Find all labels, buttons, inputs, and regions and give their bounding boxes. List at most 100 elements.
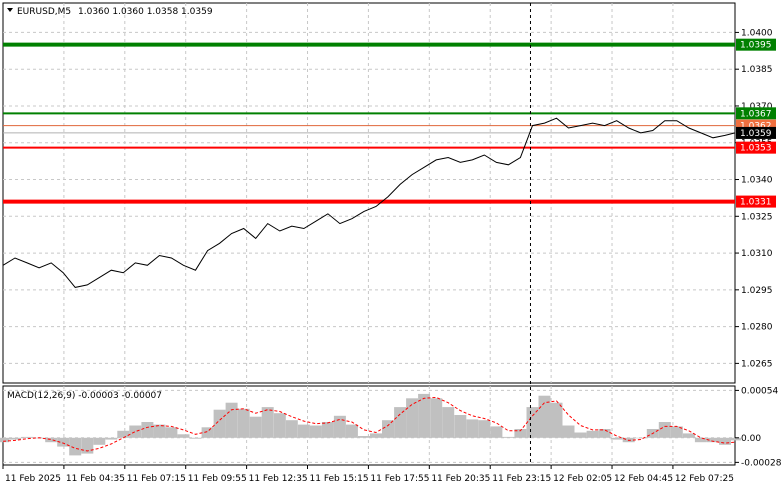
badge-label: 1.0395: [740, 41, 772, 51]
symbol-label[interactable]: EURUSD,M5: [17, 7, 71, 17]
macd-bar: [45, 437, 58, 443]
macd-bar: [526, 407, 539, 438]
price-line: [2, 117, 736, 288]
badge-label: 1.0331: [740, 198, 772, 208]
x-tick-label: 11 Feb 20:35: [431, 474, 490, 484]
badge-bg: [736, 38, 776, 51]
macd-bar: [574, 432, 587, 438]
y-tick-label: 1.0370: [741, 102, 773, 112]
badge-label: 1.0362: [740, 122, 772, 132]
macd-bar: [682, 433, 695, 438]
macd-bar: [177, 434, 190, 438]
macd-bar: [273, 413, 286, 438]
macd-bar: [201, 427, 214, 438]
ohlc-values: 1.0360 1.0360 1.0358 1.0359: [78, 7, 213, 17]
macd-bar: [514, 429, 527, 438]
macd-bar: [189, 437, 202, 439]
x-tick-label: 11 Feb 23:15: [492, 474, 551, 484]
x-tick-label: 12 Feb 07:25: [675, 474, 734, 484]
macd-bar: [454, 415, 467, 438]
badge-bg: [736, 195, 776, 208]
macd-y-tick-label: -0.00028: [741, 458, 781, 468]
macd-bar: [430, 398, 443, 438]
macd-y-tick-label: 0.00054: [741, 386, 778, 396]
macd-bar: [321, 422, 334, 438]
badge-bg: [736, 107, 776, 120]
macd-bar: [93, 437, 106, 445]
x-tick-label: 11 Feb 17:55: [370, 474, 429, 484]
macd-bar: [670, 426, 683, 438]
badge-bg: [736, 141, 776, 154]
price-grid: [3, 3, 735, 383]
macd-bar: [213, 409, 226, 438]
macd-bar: [285, 420, 298, 438]
x-tick-label: 11 Feb 15:15: [310, 474, 369, 484]
macd-bar: [345, 424, 358, 438]
macd-bar: [0, 437, 9, 443]
badge-label: 1.0367: [740, 109, 772, 119]
macd-axis: 0.00054 0.00 -0.00028: [735, 386, 781, 468]
signal-line: [2, 396, 736, 452]
macd-y-tick-label: 0.00: [741, 434, 761, 444]
macd-bar: [442, 407, 455, 438]
macd-bar: [418, 393, 431, 438]
macd-bar: [634, 437, 647, 439]
macd-bar: [610, 437, 623, 440]
price-badge: 1.0353: [736, 141, 776, 154]
macd-bar: [598, 429, 611, 438]
price-badge: 1.0395: [736, 38, 776, 51]
chevron-down-icon[interactable]: [7, 8, 13, 12]
x-tick-label: 12 Feb 04:45: [614, 474, 673, 484]
macd-bar: [237, 408, 250, 438]
macd-label: MACD(12,26,9) -0.00003 -0.00007: [7, 391, 162, 401]
macd-bar: [719, 437, 731, 445]
y-tick-label: 1.0385: [741, 65, 773, 75]
price-badge: 1.0359: [736, 126, 776, 139]
price-series: [2, 117, 736, 288]
macd-bar: [153, 424, 166, 438]
macd-bar: [478, 420, 491, 438]
macd-bar: [297, 424, 310, 438]
time-axis[interactable]: 11 Feb 2025 11 Feb 04:35 11 Feb 07:15 11 Fe…: [2, 465, 734, 484]
badge-bg: [736, 126, 776, 139]
macd-bar: [165, 427, 178, 438]
macd-bar: [333, 415, 346, 438]
macd-bar: [129, 425, 142, 438]
macd-bar: [249, 416, 262, 438]
macd-bar: [394, 407, 407, 438]
price-badge: 1.0331: [736, 195, 776, 208]
macd-bar: [105, 437, 118, 440]
macd-bar: [9, 437, 21, 440]
macd-bar: [225, 402, 238, 438]
x-tick-label: 11 Feb 07:15: [127, 474, 186, 484]
macd-bar: [358, 436, 370, 438]
macd-bar: [370, 433, 382, 438]
macd-series: [0, 393, 741, 456]
macd-bar: [117, 430, 130, 438]
macd-bar: [466, 419, 479, 438]
macd-bar: [141, 422, 154, 438]
macd-bar: [261, 407, 274, 438]
macd-bar: [729, 437, 741, 441]
price-badge: 1.0367: [736, 107, 776, 120]
badge-label: 1.0353: [740, 144, 772, 154]
x-tick-label: 11 Feb 04:35: [66, 474, 125, 484]
macd-bar: [694, 437, 707, 443]
macd-bar: [406, 398, 419, 438]
x-tick-label: 11 Feb 2025: [5, 474, 61, 484]
y-tick-label: 1.0295: [741, 286, 773, 296]
y-tick-label: 1.0280: [741, 323, 773, 333]
y-tick-label: 1.0400: [741, 28, 773, 38]
macd-bar: [69, 437, 82, 456]
macd-bar: [707, 437, 719, 443]
badge-label: 1.0359: [740, 129, 772, 139]
y-tick-label: 1.0325: [741, 212, 773, 222]
macd-bar: [550, 402, 563, 438]
macd-bar: [21, 436, 34, 438]
macd-bar: [658, 422, 671, 438]
y-tick-label: 1.0310: [741, 249, 773, 259]
price-axis[interactable]: 1.04001.03851.03701.03551.03401.03251.03…: [735, 28, 773, 369]
